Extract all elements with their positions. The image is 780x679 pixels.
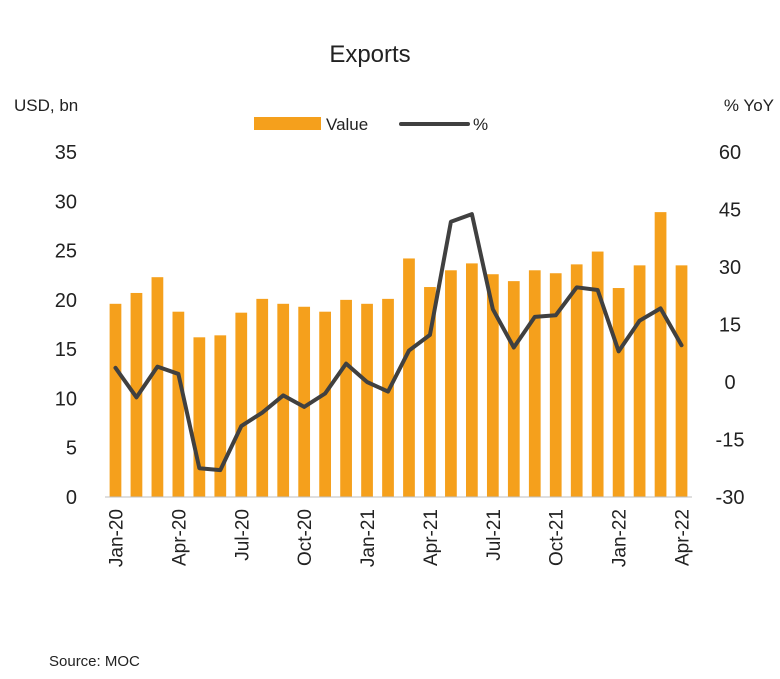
bar-dec-20 <box>340 299 352 497</box>
x-tick-label: Jan-21 <box>358 509 379 567</box>
bar-jun-21 <box>466 263 478 497</box>
legend: Value % <box>254 115 488 134</box>
bar-oct-20 <box>298 306 311 497</box>
x-tick-label: Jan-22 <box>610 509 631 567</box>
bar-mar-20 <box>151 277 164 497</box>
x-tick-label: Jan-20 <box>106 509 127 567</box>
bar-jan-21 <box>361 303 373 497</box>
right-tick-label: 60 <box>719 142 741 164</box>
line-series-percent <box>113 212 684 473</box>
bar-may-20 <box>193 337 206 497</box>
bar-jun-20 <box>214 335 227 497</box>
right-tick-label: 15 <box>719 315 741 337</box>
bar-apr-21 <box>424 287 436 497</box>
left-tick-label: 35 <box>55 142 77 164</box>
x-tick-label: Apr-21 <box>421 509 442 566</box>
left-axis-ticks: 0 5 10 15 20 25 30 35 <box>55 142 77 509</box>
x-tick-label: Jul-21 <box>484 509 505 561</box>
left-tick-label: 30 <box>55 191 77 213</box>
chart-title: Exports <box>329 41 410 68</box>
bar-jan-20 <box>109 303 122 497</box>
right-axis-ticks: -30 -15 0 15 30 45 60 <box>716 142 745 509</box>
legend-label-percent: % <box>473 115 488 134</box>
right-tick-label: 30 <box>719 257 741 279</box>
right-tick-label: 45 <box>719 200 741 222</box>
bar-mar-21 <box>403 258 415 497</box>
x-tick-label: Oct-21 <box>547 509 568 566</box>
right-tick-label: -15 <box>716 430 745 452</box>
legend-swatch-value <box>254 117 321 130</box>
bar-series-value <box>109 212 688 497</box>
left-tick-label: 25 <box>55 241 77 263</box>
bar-apr-22 <box>675 265 688 497</box>
bar-oct-21 <box>549 273 562 497</box>
source-note: Source: MOC <box>49 653 140 670</box>
line-percent-yoy <box>113 212 684 473</box>
x-tick-label: Jul-20 <box>232 509 253 561</box>
left-tick-label: 10 <box>55 388 77 410</box>
bar-may-21 <box>445 270 457 497</box>
bar-sep-21 <box>528 270 541 497</box>
x-tick-label: Oct-20 <box>295 509 316 566</box>
left-tick-label: 15 <box>55 339 77 361</box>
bar-nov-20 <box>319 311 331 497</box>
bar-jul-21 <box>486 274 499 497</box>
legend-label-value: Value <box>326 115 368 134</box>
bar-apr-20 <box>172 311 185 497</box>
left-tick-label: 5 <box>66 438 77 460</box>
right-tick-label: 0 <box>724 372 735 394</box>
x-tick-label: Apr-22 <box>673 509 694 566</box>
bar-sep-20 <box>277 303 290 497</box>
x-tick-label: Apr-20 <box>169 509 190 566</box>
bar-feb-21 <box>382 298 394 497</box>
bar-jul-20 <box>235 312 248 497</box>
bar-jan-22 <box>612 288 625 497</box>
x-axis-ticks: Jan-20 Apr-20 Jul-20 Oct-20 Jan-21 Apr-21 Jul-… <box>106 509 693 567</box>
bar-aug-21 <box>507 281 520 497</box>
left-tick-label: 0 <box>66 487 77 509</box>
bar-mar-22 <box>654 212 667 497</box>
left-axis-label: USD, bn <box>14 96 78 115</box>
bar-aug-20 <box>256 298 269 497</box>
bar-feb-22 <box>633 265 646 497</box>
right-axis-label: % YoY <box>724 96 774 115</box>
left-tick-label: 20 <box>55 290 77 312</box>
right-tick-label: -30 <box>716 487 745 509</box>
bar-dec-21 <box>591 251 604 497</box>
bar-nov-21 <box>570 264 583 497</box>
